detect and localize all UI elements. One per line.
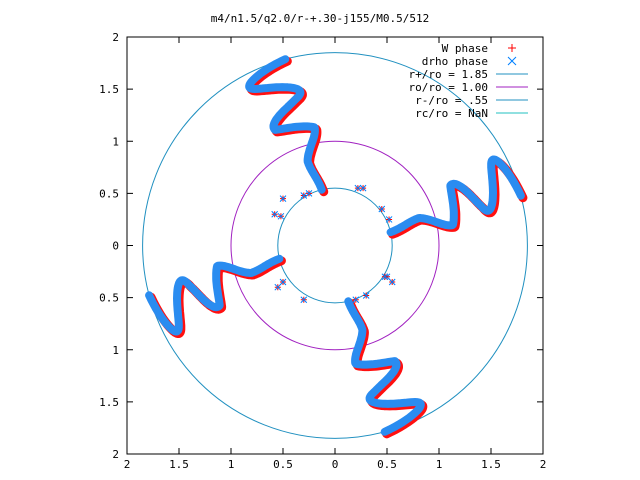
y-tick-label: 2 [112, 448, 119, 461]
circle-1.85 [142, 52, 528, 439]
drho-phase-point [385, 216, 393, 223]
drho-phase-arm [386, 155, 525, 237]
phase-arms [145, 55, 528, 439]
legend-label: ro/ro = 1.00 [409, 81, 488, 94]
y-tick-label: 0.5 [99, 187, 119, 200]
drho-phase-point [277, 212, 285, 220]
circle-1 [230, 140, 440, 351]
x-tick-label: 1 [228, 458, 235, 471]
x-tick-label: 1.5 [481, 458, 501, 471]
drho-phase-point [305, 190, 313, 197]
x-tick-label: 2 [540, 458, 547, 471]
drho-phase-point [388, 278, 396, 286]
legend-marker [507, 56, 517, 66]
x-tick-label: 1 [436, 458, 443, 471]
drho-phase-point [274, 283, 282, 291]
x-tick-label: 0.5 [377, 458, 397, 471]
drho-phase-point [300, 192, 308, 199]
drho-phase-point [381, 273, 389, 281]
reference-circles [142, 52, 528, 439]
y-tick-label: 0 [112, 240, 119, 253]
y-tick-label: 0.5 [99, 292, 119, 305]
drho-phase-arm [245, 55, 326, 194]
legend-label: r+/ro = 1.85 [409, 68, 488, 81]
y-tick-label: 2 [112, 31, 119, 44]
drho-phase-point [279, 278, 287, 286]
drho-phase-point [300, 296, 308, 304]
circle-0.55 [277, 187, 393, 304]
drho-phase-point [354, 184, 362, 192]
drho-phase-point [362, 292, 370, 299]
x-tick-labels: 2 1.5 1 0.5 0 0.5 1 1.5 2 [124, 458, 547, 471]
legend-label: drho phase [422, 55, 488, 68]
legend-label: rc/ro = NaN [415, 107, 488, 120]
axis-ticks [126, 36, 544, 455]
isolated-points [271, 184, 396, 304]
drho-phase-point [279, 195, 287, 202]
y-tick-label: 1.5 [99, 83, 119, 96]
x-tick-label: 0.5 [273, 458, 293, 471]
drho-phase-arm [145, 254, 284, 336]
legend-label: r-/ro = .55 [415, 94, 488, 107]
y-tick-labels: 2 1.5 1 0.5 0 0.5 1 1.5 2 [99, 31, 119, 461]
drho-phase-point [378, 205, 386, 213]
x-tick-label: 2 [124, 458, 131, 471]
chart-title: m4/n1.5/q2.0/r-+.30-j155/M0.5/512 [211, 12, 430, 25]
drho-phase-point [352, 296, 360, 304]
legend-label: W phase [442, 42, 488, 55]
drho-phase-point [359, 184, 367, 192]
y-tick-label: 1.5 [99, 396, 119, 409]
legend-marker [508, 44, 516, 52]
y-tick-label: 1 [112, 135, 119, 148]
drho-phase-arm [344, 297, 425, 436]
y-tick-label: 1 [112, 344, 119, 357]
drho-phase-point [271, 210, 279, 218]
x-tick-label: 1.5 [169, 458, 189, 471]
x-tick-label: 0 [332, 458, 339, 471]
